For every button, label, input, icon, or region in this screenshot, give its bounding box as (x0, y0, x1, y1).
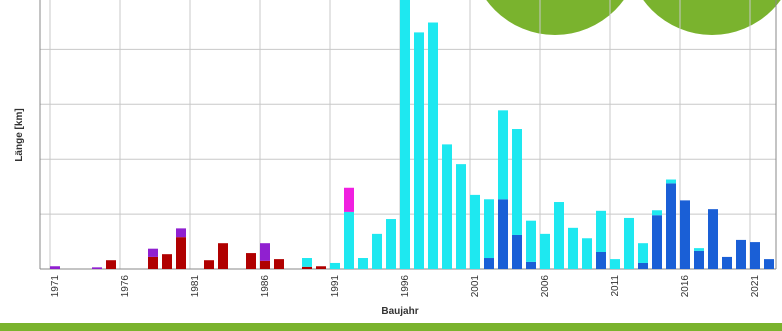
bar-segment (512, 234, 522, 269)
bar-segment (400, 0, 410, 269)
bar-segment (526, 261, 536, 269)
bar-segment (316, 266, 326, 269)
bar-segment (582, 238, 592, 269)
bar-segment (624, 217, 634, 269)
x-tick-label: 2011 (610, 275, 621, 297)
bar-segment (302, 258, 312, 267)
bar-segment (638, 243, 648, 263)
bar-segment (694, 250, 704, 269)
bar-segment (694, 248, 704, 251)
bar-segment (50, 266, 60, 269)
bar-segment (176, 228, 186, 238)
x-tick-label: 1971 (50, 275, 61, 298)
bar-segment (750, 242, 760, 269)
decor-bar (0, 323, 782, 331)
bar-segment (470, 194, 480, 269)
bar-segment (106, 260, 116, 269)
bar-segment (708, 209, 718, 269)
decor-circle (486, 0, 624, 35)
bar-segment (652, 210, 662, 216)
bar-segment (652, 215, 662, 269)
x-tick-label: 2001 (470, 275, 481, 298)
bar-segment (302, 266, 312, 269)
bar-segment (512, 129, 522, 235)
bar-segment (148, 248, 158, 257)
bar-segment (274, 259, 284, 269)
bar-segment (638, 262, 648, 269)
bar-segment (540, 233, 550, 269)
bar-segment (372, 233, 382, 269)
bar-segment (218, 243, 228, 269)
x-tick-label: 1986 (260, 275, 271, 298)
bar-segment (260, 243, 270, 261)
bar-segment (526, 220, 536, 262)
bar-segment (428, 22, 438, 269)
bar-segment (358, 258, 368, 269)
decor-circle (643, 0, 781, 35)
bar-segment (484, 199, 494, 259)
bar-segment (456, 164, 466, 269)
x-tick-label: 1991 (330, 275, 341, 298)
x-tick-label: 1976 (120, 275, 131, 298)
bar-segment (386, 219, 396, 269)
x-tick-label: 2016 (680, 275, 691, 298)
x-tick-label: 1981 (190, 275, 201, 298)
bar-segment (498, 110, 508, 200)
bar-segment (610, 259, 620, 269)
bar-segment (722, 256, 732, 269)
bar-segment (344, 211, 354, 269)
bar-segment (162, 254, 172, 269)
bar-segment (736, 239, 746, 269)
bar-segment (148, 256, 158, 269)
bar-segment (596, 210, 606, 252)
x-tick-label: 1996 (400, 275, 411, 298)
bar-segment (204, 260, 214, 269)
bar-segment (246, 253, 256, 269)
bar-segment (554, 202, 564, 269)
bar-segment (666, 183, 676, 269)
bar-segment (596, 251, 606, 269)
bar-segment (330, 262, 340, 269)
bar-segment (442, 144, 452, 269)
bar-segment (680, 200, 690, 269)
x-axis-label: Baujahr (381, 306, 418, 317)
bar-segment (92, 267, 102, 269)
bar-segment (568, 227, 578, 269)
bar-segment (498, 199, 508, 269)
y-axis-label: Länge [km] (14, 108, 25, 161)
bar-segment (666, 179, 676, 184)
bar-segment (260, 260, 270, 269)
bar-segment (344, 187, 354, 212)
x-tick-label: 2006 (540, 275, 551, 298)
bar-segment (764, 259, 774, 269)
bar-segment (484, 258, 494, 269)
bar-segment (176, 237, 186, 269)
x-tick-label: 2021 (750, 275, 761, 298)
bar-segment (414, 32, 424, 269)
